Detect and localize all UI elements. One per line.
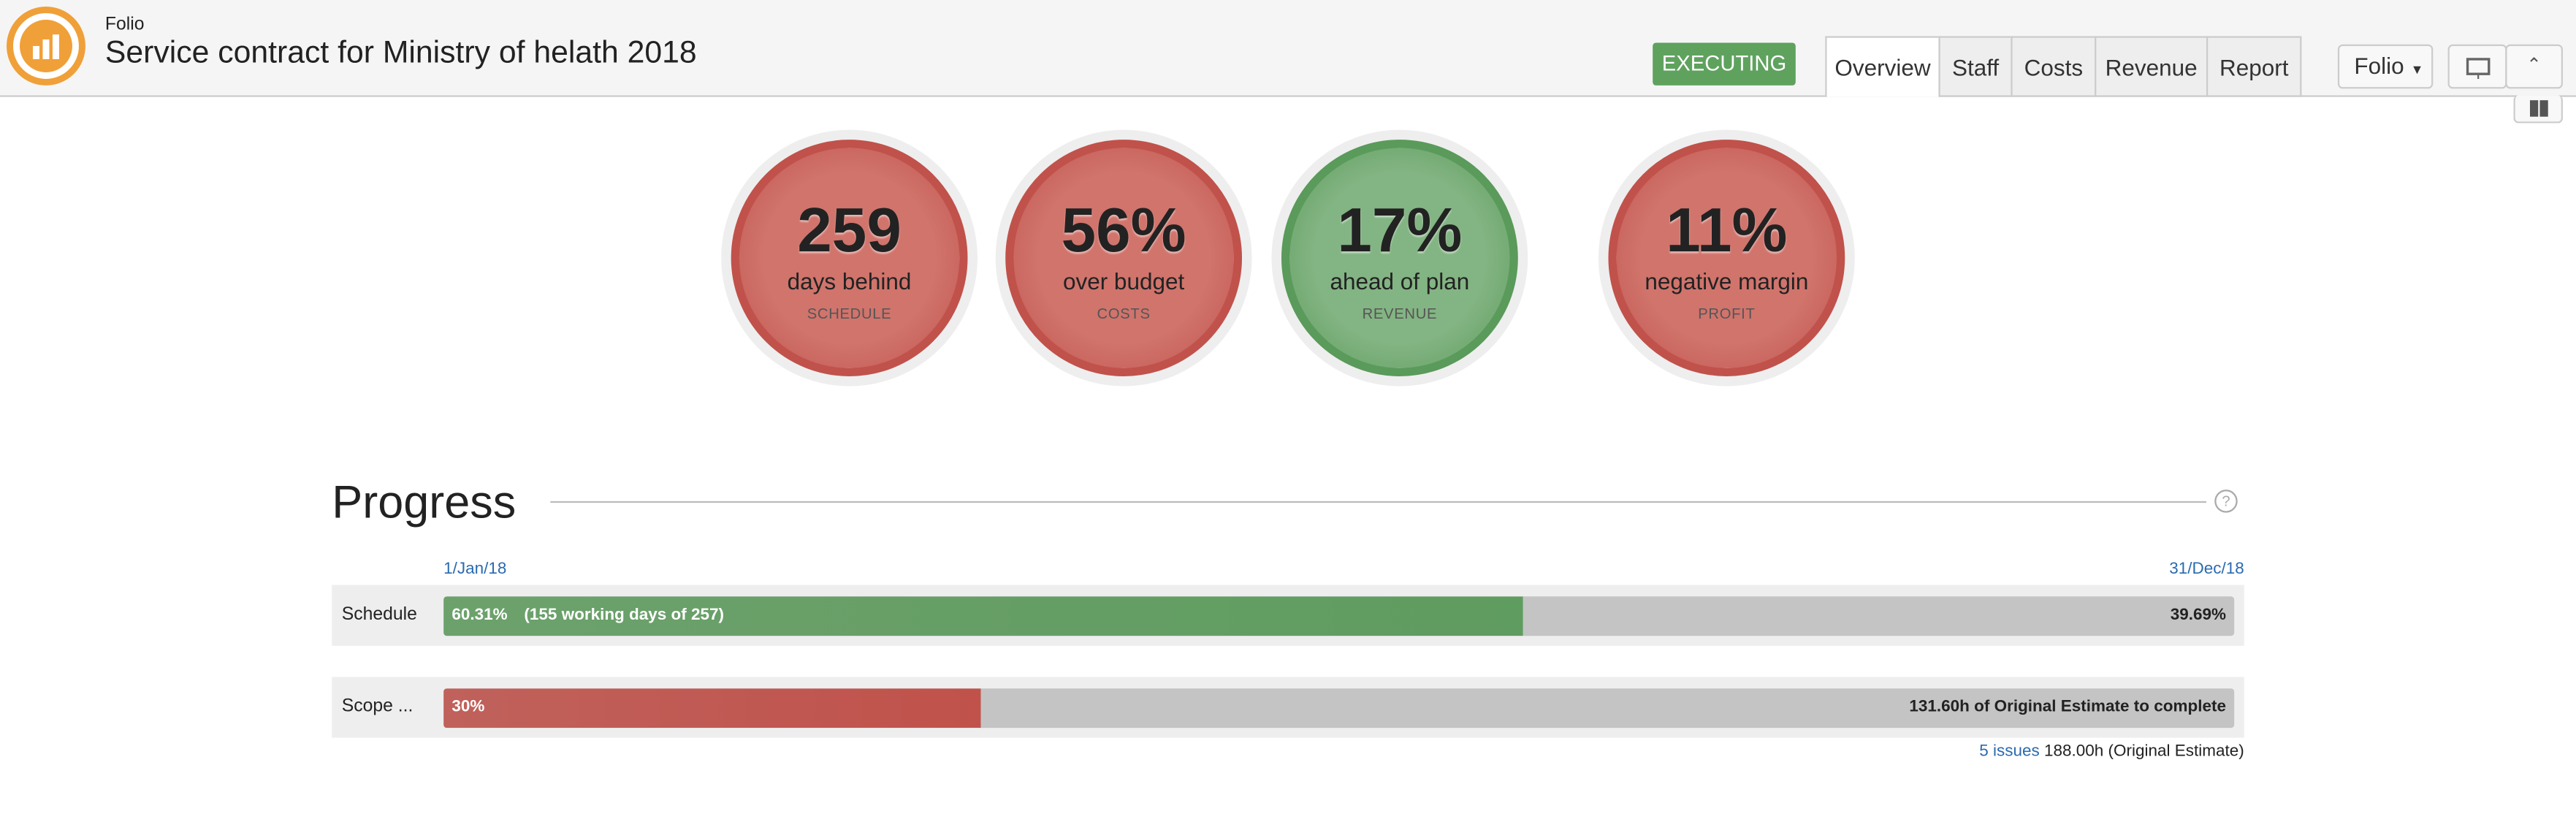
folio-menu[interactable]: Folio ▼ (2337, 44, 2434, 89)
help-icon[interactable]: ? (2214, 490, 2238, 513)
gauge-circle: 17% ahead of plan REVENUE (1281, 140, 1518, 376)
status-badge: EXECUTING (1653, 42, 1796, 85)
tab[interactable]: Staff (1938, 36, 2013, 97)
progress-bar: 60.31% (155 working days of 257) 39.69% (443, 596, 2235, 636)
remaining-label: 39.69% (2170, 606, 2226, 625)
columns-icon (2529, 100, 2548, 117)
header: Folio Service contract for Ministry of h… (0, 0, 2576, 97)
tab[interactable]: Report (2206, 36, 2302, 97)
estimate: 188.00h (Original Estimate) (2043, 742, 2244, 761)
logo[interactable] (6, 6, 85, 85)
gauge-category: COSTS (1097, 305, 1151, 322)
gauge-circle: 56% over budget COSTS (1005, 140, 1243, 376)
app-name: Folio (104, 15, 145, 35)
caret: ▼ (2410, 62, 2424, 77)
gauge-label: days behind (787, 267, 912, 294)
gauge-value: 11% (1666, 197, 1788, 267)
gauge-label: over budget (1062, 267, 1185, 294)
gauge: 11% negative margin PROFIT (1598, 129, 1855, 387)
progress-row: Scope ... 30% 131.60h of Original Estimate… (332, 677, 2244, 738)
gauge-category: PROFIT (1698, 305, 1756, 322)
monitor-icon (2466, 58, 2491, 79)
row-label: Schedule (341, 604, 417, 625)
gauge-value: 259 (797, 197, 902, 267)
layout-button[interactable] (2513, 95, 2563, 123)
done-detail: (155 working days of 257) (524, 606, 725, 625)
done-label: 60.31% (451, 606, 508, 625)
gauge-value: 17% (1337, 197, 1463, 267)
section-rule (550, 501, 2207, 503)
gauge-circle: 11% negative margin PROFIT (1608, 140, 1845, 376)
footer: 5 issues 188.00h (Original Estimate) (1979, 742, 2244, 761)
tab[interactable]: Overview (1825, 36, 1940, 97)
start-date: 1/Jan/18 (443, 560, 507, 579)
gauge-category: SCHEDULE (807, 305, 892, 322)
progress-bar: 30% 131.60h of Original Estimate to compl… (443, 688, 2235, 729)
gauge-label: negative margin (1645, 267, 1809, 294)
section-title: Progress (332, 476, 517, 528)
collapse-button[interactable]: ⌃ (2505, 44, 2563, 89)
gauge-value: 56% (1061, 197, 1186, 267)
logo-icon (32, 34, 59, 59)
gauge-circle: 259 days behind SCHEDULE (731, 140, 968, 376)
done-label: 30% (451, 698, 485, 717)
present-button[interactable] (2447, 44, 2507, 89)
end-date: 31/Dec/18 (2169, 560, 2244, 579)
issues-link[interactable]: 5 issues (1979, 742, 2040, 761)
row-label: Scope ... (341, 696, 414, 717)
tab[interactable]: Costs (2011, 36, 2097, 97)
menu-label: Folio (2354, 52, 2404, 79)
remaining-label: 131.60h of Original Estimate to complete (1909, 698, 2226, 717)
progress-row: Schedule 60.31% (155 working days of 257) 3… (332, 585, 2244, 646)
gauge: 259 days behind SCHEDULE (721, 129, 978, 387)
tab[interactable]: Revenue (2095, 36, 2209, 97)
progress-fill (443, 688, 981, 729)
gauge-label: ahead of plan (1330, 267, 1470, 294)
progress-fill (443, 596, 1524, 636)
gauge: 56% over budget COSTS (995, 129, 1252, 387)
gauge-category: REVENUE (1362, 305, 1438, 322)
gauge: 17% ahead of plan REVENUE (1271, 129, 1528, 387)
page-title: Service contract for Ministry of helath … (104, 36, 697, 71)
